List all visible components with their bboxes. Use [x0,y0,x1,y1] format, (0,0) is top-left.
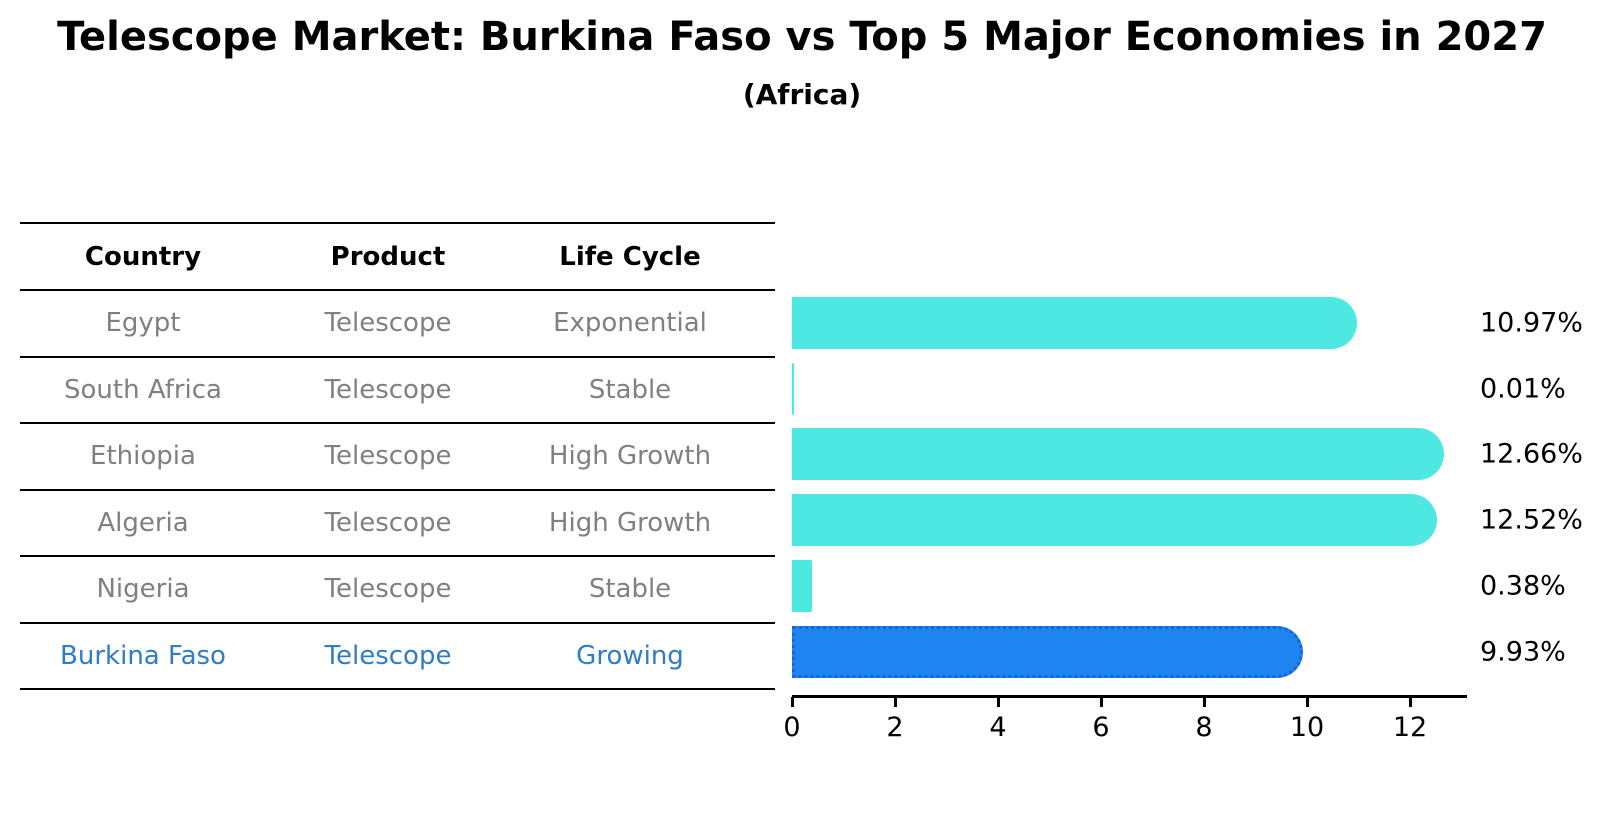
highlight-bar [792,626,1303,678]
bar [792,560,812,612]
chart-subtitle: (Africa) [742,78,862,111]
table-cell-country: Ethiopia [90,441,196,472]
table-cell-product: Telescope [324,441,452,472]
x-axis-tick [1409,697,1412,707]
value-label: 12.52% [1480,504,1583,536]
x-axis-tick-label: 2 [886,712,904,743]
table-cell-country: Algeria [97,507,189,538]
table-cell-country: Nigeria [96,574,190,605]
x-axis-tick [1100,697,1103,707]
table-divider [20,555,775,557]
bar [792,297,1357,349]
table-cell-life-cycle: High Growth [548,441,712,472]
x-axis-tick [791,697,794,707]
table-divider [20,289,775,291]
table-cell-product: Telescope [324,507,452,538]
table-cell-country: Burkina Faso [60,640,226,671]
table-divider [20,688,775,690]
bar [792,363,794,415]
table-cell-country: South Africa [64,374,222,405]
table-cell-life-cycle: Growing [576,640,684,671]
table-divider [20,222,775,224]
x-axis-tick-label: 10 [1289,712,1325,743]
table-header-country: Country [84,241,202,272]
x-axis-tick [1306,697,1309,707]
x-axis-tick-label: 6 [1092,712,1110,743]
chart-title: Telescope Market: Burkina Faso vs Top 5 … [57,14,1547,60]
table-cell-product: Telescope [324,308,452,339]
bar [792,494,1437,546]
table-cell-life-cycle: Exponential [553,308,707,339]
table-cell-product: Telescope [324,374,452,405]
table-divider [20,356,775,358]
table-cell-life-cycle: Stable [588,374,672,405]
value-label: 0.38% [1480,570,1566,602]
table-header-product: Product [330,241,446,272]
value-label: 0.01% [1480,373,1566,405]
table-cell-life-cycle: Stable [588,574,672,605]
x-axis-tick-label: 12 [1392,712,1428,743]
table-cell-product: Telescope [324,640,452,671]
table-cell-country: Egypt [105,308,181,339]
x-axis-tick-label: 4 [989,712,1007,743]
x-axis [792,695,1467,698]
x-axis-tick-label: 8 [1195,712,1213,743]
bar [792,428,1444,480]
table-cell-product: Telescope [324,574,452,605]
value-label: 12.66% [1480,438,1583,470]
table-header-life-cycle: Life Cycle [559,241,701,272]
x-axis-tick [1203,697,1206,707]
x-axis-tick-label: 0 [783,712,801,743]
x-axis-tick [894,697,897,707]
table-divider [20,622,775,624]
value-label: 9.93% [1480,636,1566,667]
table-divider [20,422,775,424]
table-cell-life-cycle: High Growth [548,507,712,538]
x-axis-tick [997,697,1000,707]
table-divider [20,489,775,491]
value-label: 10.97% [1480,307,1583,339]
